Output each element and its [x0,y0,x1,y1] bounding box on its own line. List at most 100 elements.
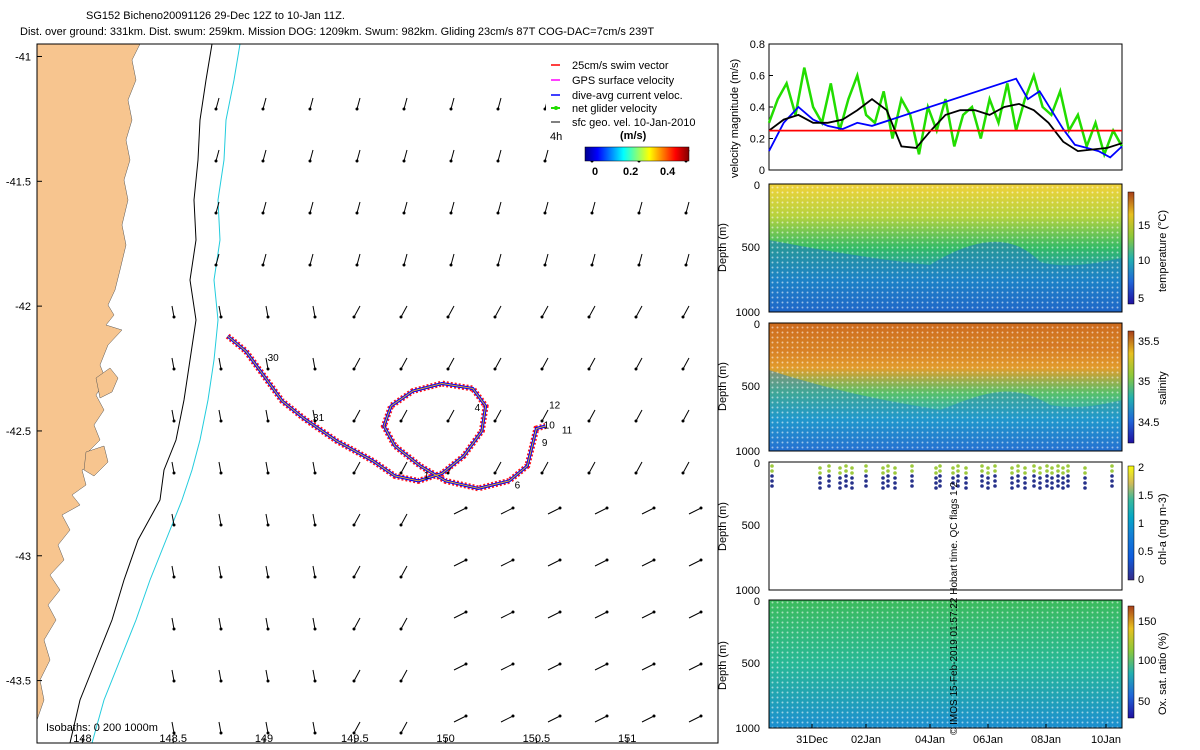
geo-velocity-arrow [403,149,408,162]
chla-colorbar-ticks: 0 0.5 1 1.5 2 [1138,462,1153,586]
time-x-tick-label: 10Jan [1091,734,1121,746]
geo-velocity-arrow [218,305,222,318]
oxygen-samples [769,600,1122,728]
chla-sample-dot [993,479,997,483]
geo-velocity-arrowhead [352,419,356,423]
chla-sample-dot [770,469,774,473]
time-x-tick-label: 08Jan [1031,734,1061,746]
geo-velocity-arrow [218,513,222,526]
geo-velocity-arrowhead [219,627,223,631]
geo-velocity-arrowhead [266,315,270,319]
geo-velocity-arrow [309,149,314,162]
legend-entry-net: net glider velocity [551,103,657,115]
chla-sample-dot [938,474,942,478]
geo-velocity-arrowhead [261,263,265,267]
geo-velocity-arrowhead [587,471,591,475]
velocity-series-line [767,67,1124,159]
geo-velocity-arrow [450,97,455,110]
geo-velocity-arrowhead [540,471,544,475]
geo-velocity-arrow [400,669,408,682]
chla-colorbar-label: chl-a (mg m-3) [1157,493,1169,565]
geo-velocity-arrowhead [313,627,317,631]
geo-velocity-arrow [685,253,690,266]
map-frame [36,43,719,744]
temperature-ylabel: Depth (m) [717,223,729,272]
geo-velocity-arrowhead [355,211,359,215]
geo-velocity-arrowhead [219,419,223,423]
geo-velocity-arrow [547,611,561,619]
geo-velocity-arrow [171,357,175,370]
chla-sample-dot [1056,469,1060,473]
chla-sample-dot [1010,481,1014,485]
geo-velocity-arrow [450,201,455,214]
geo-velocity-arrow [403,253,408,266]
geo-velocity-arrowhead [308,263,312,267]
geo-velocity-arrowhead [352,471,356,475]
geo-velocity-arrowhead [511,558,515,562]
chla-sample-dot [956,464,960,468]
chla-sample-dot [1066,474,1070,478]
geo-velocity-arrowhead [261,211,265,215]
geo-velocity-arrowhead [699,662,703,666]
geo-velocity-arrow [312,721,316,734]
geo-velocity-arrow [453,663,467,671]
chla-sample-dot [964,466,968,470]
chla-sample-dot [1056,479,1060,483]
geo-velocity-arrowhead [634,367,638,371]
geo-velocity-arrowhead [634,315,638,319]
chla-sample-dot [938,479,942,483]
geo-velocity-arrowhead [355,263,359,267]
geo-velocity-arrow [218,357,222,370]
geo-velocity-arrowhead [214,263,218,267]
velocity-colorbar: (m/s) 0 0.2 0.4 [584,130,690,178]
chla-sample-dot [844,474,848,478]
chla-sample-dot [844,479,848,483]
chla-sample-dot [886,469,890,473]
svg-text:25cm/s swim vector: 25cm/s swim vector [572,60,669,72]
chla-sample-dot [1061,476,1065,480]
geo-velocity-arrow [215,201,220,214]
chla-sample-dot [964,471,968,475]
legend-entry-gps: GPS surface velocity [551,75,675,87]
geo-velocity-arrow [400,409,408,422]
chla-sample-dot [1083,486,1087,490]
map-x-tick-label: 151 [618,733,636,745]
map-x-tick-label: 150.5 [523,733,551,745]
track-day-label: 6 [515,480,521,491]
geo-velocity-arrowhead [449,159,453,163]
geo-velocity-arrow [353,669,361,682]
map-x-tick-label: 149 [255,733,273,745]
geo-velocity-arrowhead [352,315,356,319]
chla-sample-dot [1056,464,1060,468]
salinity-colorbar [1127,330,1135,444]
chla-sample-dot [881,466,885,470]
geo-velocity-arrow [688,559,702,567]
chla-sample-dot [980,479,984,483]
freycinet-peninsula [95,367,119,399]
track-day-label: 12 [549,400,561,411]
oxygen-colorbar [1127,605,1135,719]
colorbar-tick: 0.4 [660,166,676,178]
geo-velocity-arrowhead [308,159,312,163]
velocity-frame [768,43,1123,171]
svg-text:0: 0 [754,596,760,608]
geo-velocity-arrow [309,201,314,214]
chla-sample-dot [956,484,960,488]
chla-sample-dot [938,469,942,473]
chla-sample-dot [881,486,885,490]
geo-velocity-arrow [497,201,502,214]
legend-entry-swim: 25cm/s swim vector [551,60,669,72]
isobaths-label: Isobaths: 0 200 1000m [46,722,158,734]
geo-velocity-arrowhead [172,315,176,319]
sfc-geo-velocity-field [171,97,703,735]
track-map: -41-41.5-42-42.5-43-43.5 148 148.5 149 149.… [6,43,719,745]
geo-velocity-arrow [218,617,222,630]
chla-sample-dot [980,484,984,488]
oxygen-colorbar-label: Ox. sat. ratio (%) [1157,632,1169,715]
geo-velocity-arrow [353,721,361,734]
geo-velocity-arrowhead [352,367,356,371]
geo-velocity-arrow [356,149,361,162]
geo-velocity-arrow [262,201,267,214]
geo-velocity-arrowhead [266,679,270,683]
geo-velocity-arrowhead [446,471,450,475]
